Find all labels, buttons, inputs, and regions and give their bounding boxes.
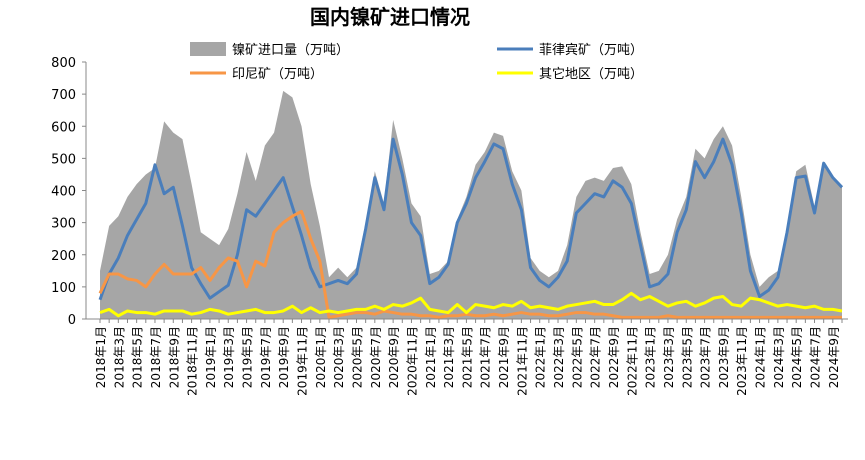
x-tick-label: 2021年7月 — [479, 326, 493, 388]
x-tick-label: 2022年11月 — [625, 326, 639, 396]
x-tick-label: 2020年5月 — [350, 326, 364, 388]
x-tick-label: 2023年11月 — [735, 326, 749, 396]
x-tick-label: 2021年3月 — [442, 326, 456, 388]
y-tick-label: 100 — [51, 281, 76, 296]
x-tick-label: 2024年9月 — [827, 326, 841, 388]
x-tick-label: 2019年5月 — [241, 326, 255, 388]
x-tick-label: 2021年9月 — [497, 326, 511, 388]
x-tick-label: 2019年9月 — [277, 326, 291, 388]
y-tick-label: 200 — [51, 249, 76, 264]
x-tick-label: 2020年9月 — [387, 326, 401, 388]
x-tick-label: 2020年7月 — [369, 326, 383, 388]
y-tick-label: 400 — [51, 185, 76, 200]
x-tick-label: 2023年1月 — [644, 326, 658, 388]
x-tick-label: 2020年3月 — [332, 326, 346, 388]
x-tick-label: 2023年7月 — [699, 326, 713, 388]
area — [100, 90, 842, 319]
x-tick-label: 2018年11月 — [186, 326, 200, 396]
x-tick-label: 2022年3月 — [552, 326, 566, 388]
legend-label: 印尼矿（万吨） — [232, 67, 323, 82]
x-tick-label: 2023年3月 — [662, 326, 676, 388]
y-tick-label: 0 — [68, 313, 76, 328]
y-tick-label: 600 — [51, 120, 76, 135]
x-tick-label: 2024年7月 — [809, 326, 823, 388]
x-tick-label: 2018年3月 — [112, 326, 126, 388]
chart-title: 国内镍矿进口情况 — [310, 5, 470, 29]
x-tick-label: 2021年1月 — [424, 326, 438, 388]
x-tick-label: 2024年5月 — [790, 326, 804, 388]
x-tick-label: 2018年1月 — [94, 326, 108, 388]
legend-label: 其它地区（万吨） — [539, 66, 643, 82]
x-tick-label: 2019年7月 — [259, 326, 273, 388]
x-tick-label: 2024年1月 — [754, 326, 768, 388]
x-tick-label: 2023年9月 — [717, 326, 731, 388]
x-tick-label: 2021年5月 — [460, 326, 474, 388]
legend-swatch — [190, 42, 226, 56]
legend-label: 菲律宾矿（万吨） — [539, 42, 643, 58]
x-tick-label: 2023年5月 — [680, 326, 694, 388]
x-tick-label: 2022年7月 — [589, 326, 603, 388]
x-tick-label: 2024年3月 — [772, 326, 786, 388]
x-tick-label: 2020年11月 — [405, 326, 419, 396]
line — [99, 291, 843, 318]
y-tick-label: 800 — [51, 56, 76, 71]
y-tick-label: 700 — [51, 88, 76, 103]
legend-label: 镍矿进口量（万吨） — [232, 43, 349, 58]
y-tick-label: 300 — [51, 217, 76, 232]
y-tick-label: 500 — [51, 152, 76, 167]
x-tick-label: 2019年1月 — [204, 326, 218, 388]
x-tick-label: 2022年5月 — [570, 326, 584, 388]
x-tick-label: 2018年9月 — [167, 326, 181, 388]
x-tick-label: 2018年5月 — [131, 326, 145, 388]
x-tick-label: 2018年7月 — [149, 326, 163, 388]
x-tick-label: 2022年1月 — [534, 326, 548, 388]
x-tick-label: 2019年11月 — [296, 326, 310, 396]
line — [98, 137, 844, 301]
x-tick-label: 2022年9月 — [607, 326, 621, 388]
x-tick-label: 2021年11月 — [515, 326, 529, 396]
x-tick-label: 2019年3月 — [222, 326, 236, 388]
x-tick-label: 2020年1月 — [314, 326, 328, 388]
line — [98, 209, 842, 319]
